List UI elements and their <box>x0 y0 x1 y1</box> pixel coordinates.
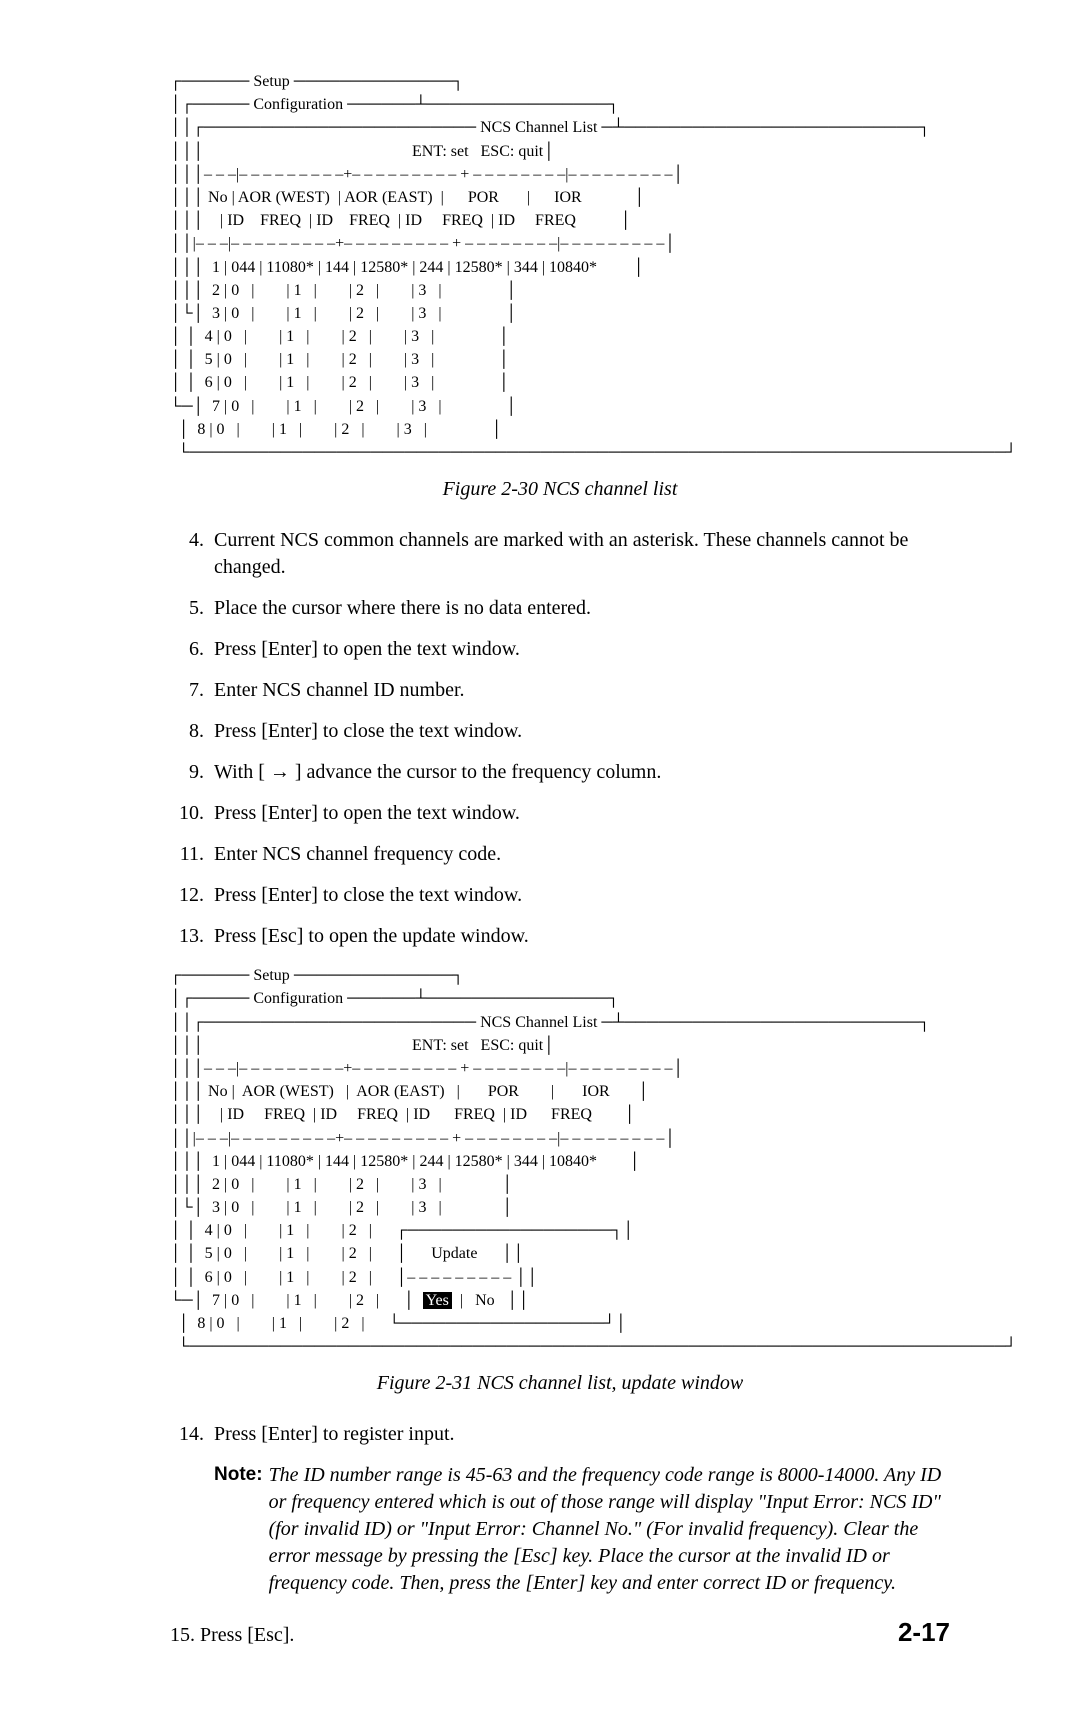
step-8: 8.Press [Enter] to close the text window… <box>170 718 950 745</box>
step-number: 13. <box>170 923 214 950</box>
step-text: Enter NCS channel frequency code. <box>214 841 950 868</box>
step-text: Press [Esc]. <box>200 1624 294 1646</box>
note-text: The ID number range is 45-63 and the fre… <box>269 1462 950 1597</box>
step-number: 6. <box>170 636 214 663</box>
box-title: NCS Channel List <box>480 1014 597 1031</box>
page-number: 2-17 <box>898 1615 950 1650</box>
update-label: Update <box>431 1245 477 1262</box>
box-label-configuration: Configuration <box>253 990 343 1007</box>
table-row: 2 | 0 | | 1 | | 2 | | 3 | <box>208 1176 442 1193</box>
step-14: 14.Press [Enter] to register input. <box>170 1421 950 1448</box>
step-number: 10. <box>170 800 214 827</box>
step-number: 14. <box>170 1421 214 1448</box>
instruction-list: 4.Current NCS common channels are marked… <box>170 527 950 950</box>
step-13: 13.Press [Esc] to open the update window… <box>170 923 950 950</box>
table-row: 7 | 0 | | 1 | | 2 | <box>208 1292 379 1309</box>
step-text: With [ → ] advance the cursor to the fre… <box>214 759 950 786</box>
table-row: 6 | 0 | | 1 | | 2 | <box>201 1269 372 1286</box>
step-number: 8. <box>170 718 214 745</box>
table-row: 3 | 0 | | 1 | | 2 | | 3 | <box>208 1199 442 1216</box>
table-row: 5 | 0 | | 1 | | 2 | <box>201 1245 372 1262</box>
step-text: Press [Enter] to register input. <box>214 1421 950 1448</box>
instruction-list-2: 14.Press [Enter] to register input. <box>170 1421 950 1448</box>
figure-caption-1: Figure 2-30 NCS channel list <box>170 476 950 503</box>
hint-text: ENT: set ESC: quit <box>412 1037 543 1054</box>
figure-ncs-channel-list: ┌────── Setup ──────────────┐ │┌───── Co… <box>170 70 1017 464</box>
table-row: 1 | 044 | 11080* | 144 | 12580* | 244 | … <box>208 1153 597 1170</box>
document-page: ┌────── Setup ──────────────┐ │┌───── Co… <box>0 0 1080 1710</box>
step-text: Press [Enter] to close the text window. <box>214 718 950 745</box>
figure-caption-2: Figure 2-31 NCS channel list, update win… <box>170 1370 950 1397</box>
step-number: 12. <box>170 882 214 909</box>
step-text: Press [Enter] to open the text window. <box>214 800 950 827</box>
note-block: Note: The ID number range is 45-63 and t… <box>214 1462 950 1597</box>
step-15: 15. Press [Esc]. <box>170 1622 294 1649</box>
step-text: Enter NCS channel ID number. <box>214 677 950 704</box>
box-label-setup: Setup <box>253 967 289 984</box>
table-header: No | AOR (WEST) | AOR (EAST) | POR | IOR <box>208 1083 610 1100</box>
step-10: 10.Press [Enter] to open the text window… <box>170 800 950 827</box>
table-row: 8 | 0 | | 1 | | 2 | <box>193 1315 364 1332</box>
note-label: Note: <box>214 1462 269 1597</box>
step-text: Press [Enter] to close the text window. <box>214 882 950 909</box>
step-4: 4.Current NCS common channels are marked… <box>170 527 950 581</box>
step-text: Place the cursor where there is no data … <box>214 595 950 622</box>
step-text: Press [Esc] to open the update window. <box>214 923 950 950</box>
step-5: 5.Place the cursor where there is no dat… <box>170 595 950 622</box>
step-11: 11.Enter NCS channel frequency code. <box>170 841 950 868</box>
step-number: 9. <box>170 759 214 786</box>
step-6: 6.Press [Enter] to open the text window. <box>170 636 950 663</box>
step-number: 15. <box>170 1624 200 1646</box>
table-subheader: | ID FREQ | ID FREQ | ID FREQ | ID FREQ <box>208 1106 592 1123</box>
step-number: 5. <box>170 595 214 622</box>
figure-ncs-channel-list-update: ┌────── Setup ──────────────┐ │┌───── Co… <box>170 964 1017 1358</box>
table-row: 4 | 0 | | 1 | | 2 | <box>201 1222 372 1239</box>
step-7: 7.Enter NCS channel ID number. <box>170 677 950 704</box>
step-text: Press [Enter] to open the text window. <box>214 636 950 663</box>
step-number: 7. <box>170 677 214 704</box>
update-yes-button[interactable]: Yes <box>423 1292 452 1309</box>
step-9: 9.With [ → ] advance the cursor to the f… <box>170 759 950 786</box>
step-12: 12.Press [Enter] to close the text windo… <box>170 882 950 909</box>
step-text: Current NCS common channels are marked w… <box>214 527 950 581</box>
footer-row: 15. Press [Esc]. 2-17 <box>170 1615 950 1650</box>
step-number: 11. <box>170 841 214 868</box>
update-no-button[interactable]: No <box>475 1292 495 1309</box>
step-number: 4. <box>170 527 214 581</box>
